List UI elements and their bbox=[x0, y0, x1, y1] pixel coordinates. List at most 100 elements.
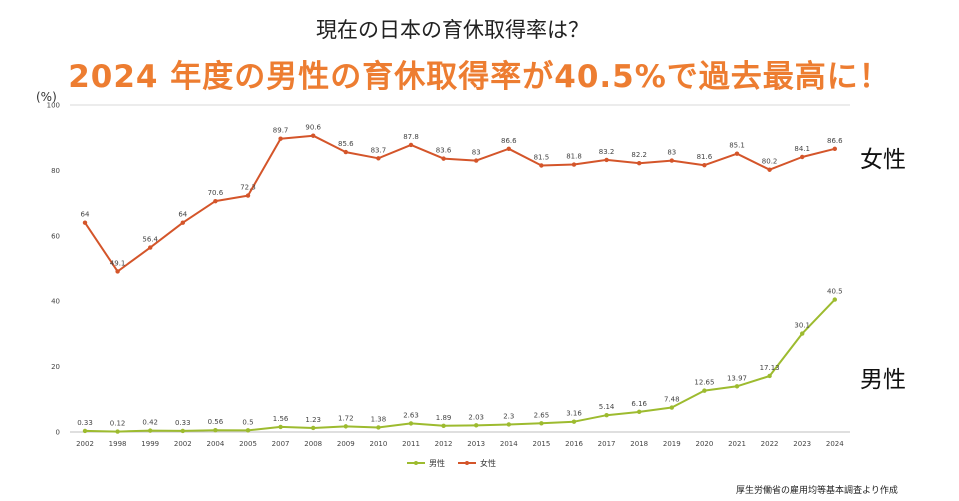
male-data-point bbox=[604, 412, 609, 418]
male-data-label: 1.38 bbox=[371, 415, 387, 423]
male-data-label: 1.89 bbox=[436, 414, 452, 422]
male-data-point bbox=[539, 421, 544, 426]
legend-male-marker bbox=[414, 461, 418, 465]
x-tick-label: 2022 bbox=[761, 440, 779, 448]
female-data-label: 90.6 bbox=[305, 124, 321, 132]
male-data-point bbox=[669, 405, 674, 410]
x-tick-label: 2005 bbox=[239, 440, 257, 448]
male-data-label: 3.16 bbox=[566, 410, 582, 418]
male-data-point bbox=[637, 409, 642, 415]
male-data-label: 2.3 bbox=[503, 412, 514, 420]
female-data-point bbox=[604, 157, 609, 163]
male-data-point bbox=[506, 422, 511, 427]
male-data-label: 0.42 bbox=[142, 419, 158, 427]
female-data-point bbox=[311, 133, 316, 138]
x-tick-label: 2017 bbox=[598, 440, 616, 448]
male-data-point bbox=[115, 429, 120, 434]
male-data-point bbox=[408, 421, 414, 426]
x-tick-label: 2019 bbox=[663, 440, 681, 448]
male-data-label: 2.63 bbox=[403, 411, 419, 419]
x-tick-label: 2021 bbox=[728, 440, 746, 448]
male-data-label: 1.72 bbox=[338, 414, 354, 422]
male-data-label: 0.5 bbox=[242, 418, 253, 426]
female-data-label: 87.8 bbox=[403, 133, 419, 141]
female-data-point bbox=[734, 151, 740, 156]
male-data-label: 0.33 bbox=[77, 419, 93, 427]
x-tick-label: 2011 bbox=[402, 440, 420, 448]
x-tick-label: 2002 bbox=[76, 440, 94, 448]
male-data-label: 30.1 bbox=[794, 322, 810, 330]
female-data-point bbox=[832, 146, 837, 152]
male-data-label: 13.97 bbox=[727, 374, 747, 382]
female-data-label: 83.2 bbox=[599, 148, 615, 156]
male-data-point bbox=[571, 419, 577, 424]
female-data-label: 70.6 bbox=[208, 189, 224, 197]
male-data-label: 5.14 bbox=[599, 403, 615, 411]
female-data-point bbox=[213, 198, 218, 204]
y-axis-unit: (%) bbox=[36, 90, 57, 104]
x-tick-label: 2016 bbox=[565, 440, 583, 448]
female-data-point bbox=[669, 158, 674, 163]
female-data-point bbox=[82, 220, 88, 225]
female-data-label: 85.1 bbox=[729, 142, 745, 150]
y-tick-label: 20 bbox=[51, 363, 60, 371]
female-data-label: 81.5 bbox=[534, 153, 550, 161]
male-data-point bbox=[767, 373, 772, 379]
x-tick-label: 1999 bbox=[141, 440, 159, 448]
male-data-label: 1.23 bbox=[305, 416, 321, 424]
x-tick-label: 2010 bbox=[369, 440, 387, 448]
x-tick-label: 2002 bbox=[174, 440, 192, 448]
x-tick-label: 2008 bbox=[304, 440, 322, 448]
female-data-label: 86.6 bbox=[827, 137, 843, 145]
x-tick-label: 2015 bbox=[532, 440, 550, 448]
female-data-label: 64 bbox=[178, 211, 187, 219]
female-data-point bbox=[278, 136, 283, 141]
male-data-point bbox=[441, 423, 446, 429]
female-data-label: 56.4 bbox=[142, 236, 158, 244]
male-data-label: 2.65 bbox=[534, 411, 550, 419]
female-data-point bbox=[571, 162, 577, 167]
x-tick-label: 2023 bbox=[793, 440, 811, 448]
female-data-label: 85.6 bbox=[338, 140, 354, 148]
female-data-point bbox=[441, 156, 446, 161]
male-data-point bbox=[278, 424, 283, 430]
y-tick-label: 80 bbox=[51, 167, 60, 175]
female-data-point bbox=[474, 158, 479, 163]
female-data-point bbox=[408, 142, 414, 148]
x-tick-label: 1998 bbox=[109, 440, 127, 448]
headline: 2024 年度の男性の育休取得率が40.5%で過去最高に！ bbox=[68, 59, 891, 95]
female-data-label: 89.7 bbox=[273, 127, 289, 135]
female-series-label: 女性 bbox=[860, 147, 906, 173]
x-tick-label: 2007 bbox=[272, 440, 290, 448]
female-data-label: 83.6 bbox=[436, 147, 452, 155]
x-tick-label: 2004 bbox=[206, 440, 224, 448]
male-series-label: 男性 bbox=[860, 367, 906, 393]
female-data-label: 80.2 bbox=[762, 158, 778, 166]
x-tick-label: 2009 bbox=[337, 440, 355, 448]
male-data-label: 1.56 bbox=[273, 415, 289, 423]
female-data-point bbox=[506, 146, 511, 152]
y-tick-label: 100 bbox=[47, 102, 60, 110]
female-data-point bbox=[148, 245, 153, 250]
x-tick-label: 2014 bbox=[500, 440, 518, 448]
female-data-label: 83 bbox=[667, 149, 676, 157]
male-data-point bbox=[343, 424, 348, 429]
y-tick-label: 40 bbox=[51, 298, 60, 306]
male-data-point bbox=[474, 423, 479, 428]
female-data-label: 86.6 bbox=[501, 137, 517, 145]
male-data-point bbox=[180, 428, 185, 434]
male-data-point bbox=[311, 425, 316, 431]
male-data-label: 0.33 bbox=[175, 419, 191, 427]
female-data-label: 83.7 bbox=[371, 146, 387, 154]
male-data-label: 40.5 bbox=[827, 288, 843, 296]
female-data-point bbox=[245, 193, 251, 198]
female-data-point bbox=[343, 149, 348, 155]
female-data-label: 72.3 bbox=[240, 184, 256, 192]
male-data-point bbox=[832, 297, 837, 302]
female-data-label: 81.6 bbox=[697, 153, 713, 161]
page-title: 現在の日本の育休取得率は？ bbox=[316, 18, 589, 42]
female-data-point bbox=[539, 163, 544, 168]
female-data-point bbox=[376, 156, 381, 161]
source-note: 厚生労働省の雇用均等基本調査より作成 bbox=[736, 486, 898, 496]
male-data-label: 6.16 bbox=[631, 400, 647, 408]
